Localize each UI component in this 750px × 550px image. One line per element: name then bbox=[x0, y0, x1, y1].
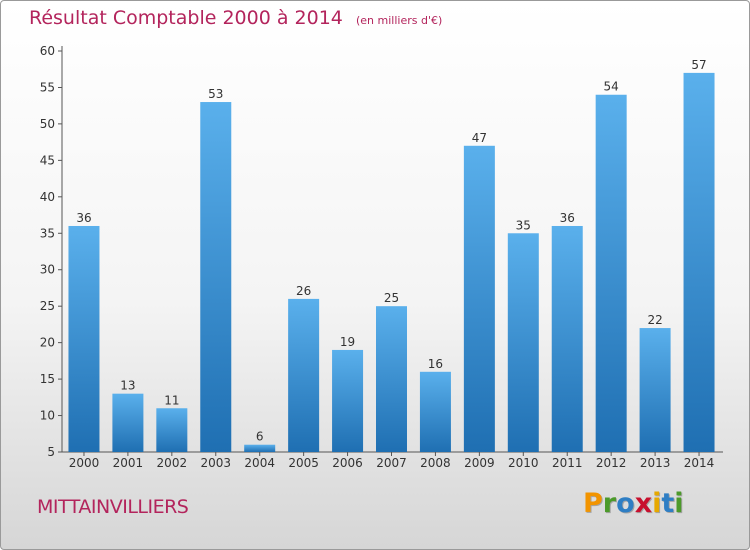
data-label: 35 bbox=[516, 218, 531, 232]
bar bbox=[463, 145, 495, 453]
data-label: 57 bbox=[691, 58, 706, 72]
chart-title-text: Résultat Comptable 2000 à 2014 bbox=[29, 7, 343, 29]
x-tick-label: 2013 bbox=[640, 456, 671, 470]
x-tick-label: 2002 bbox=[157, 456, 188, 470]
y-tick-label: 50 bbox=[40, 117, 55, 131]
data-label: 16 bbox=[428, 357, 443, 371]
data-label: 36 bbox=[560, 211, 575, 225]
bar bbox=[112, 393, 144, 452]
logo-letter: r bbox=[602, 488, 617, 519]
logo-letter: o bbox=[616, 488, 635, 519]
y-tick-label: 40 bbox=[40, 190, 55, 204]
bar bbox=[332, 349, 364, 452]
data-label: 26 bbox=[296, 284, 311, 298]
data-label: 36 bbox=[76, 211, 91, 225]
data-label: 19 bbox=[340, 335, 355, 349]
bar bbox=[156, 408, 188, 452]
y-tick-label: 5 bbox=[47, 445, 55, 459]
logo-letter: i bbox=[674, 488, 684, 519]
chart-unit-label: (en milliers d'€) bbox=[355, 14, 443, 27]
data-label: 25 bbox=[384, 291, 399, 305]
y-tick-label: 55 bbox=[40, 80, 55, 94]
commune-name: MITTAINVILLIERS bbox=[37, 496, 189, 518]
data-label: 13 bbox=[120, 379, 135, 393]
y-tick-label: 20 bbox=[40, 336, 55, 350]
x-tick-label: 2001 bbox=[113, 456, 144, 470]
logo-letter: t bbox=[661, 488, 675, 519]
bar bbox=[244, 444, 276, 452]
y-tick-label: 15 bbox=[40, 372, 55, 386]
x-tick-label: 2004 bbox=[244, 456, 275, 470]
chart-title: Résultat Comptable 2000 à 2014 (en milli… bbox=[29, 7, 442, 29]
x-tick-label: 2012 bbox=[596, 456, 627, 470]
bar bbox=[68, 225, 100, 452]
x-tick-label: 2014 bbox=[684, 456, 715, 470]
logo-letter: x bbox=[634, 488, 653, 519]
data-label: 47 bbox=[472, 131, 487, 145]
logo-letter: i bbox=[652, 488, 662, 519]
y-tick-label: 25 bbox=[40, 299, 55, 313]
data-label: 11 bbox=[164, 393, 179, 407]
data-label: 54 bbox=[604, 80, 619, 94]
bar bbox=[376, 306, 407, 452]
x-tick-label: 2003 bbox=[200, 456, 231, 470]
x-tick-label: 2010 bbox=[508, 456, 539, 470]
y-tick-label: 45 bbox=[40, 153, 55, 167]
y-tick-label: 30 bbox=[40, 263, 55, 277]
y-tick-label: 60 bbox=[40, 44, 55, 58]
x-tick-label: 2000 bbox=[69, 456, 100, 470]
bar bbox=[200, 102, 232, 452]
proxiti-logo: Proxiti bbox=[583, 488, 684, 519]
x-tick-label: 2011 bbox=[552, 456, 583, 470]
bar bbox=[683, 72, 715, 452]
logo-letter: P bbox=[583, 488, 603, 519]
bar bbox=[419, 371, 451, 452]
y-tick-label: 10 bbox=[40, 409, 55, 423]
data-label: 53 bbox=[208, 87, 223, 101]
x-tick-label: 2007 bbox=[376, 456, 407, 470]
bar bbox=[507, 233, 539, 452]
y-tick-label: 35 bbox=[40, 226, 55, 240]
bar bbox=[288, 298, 320, 452]
bar bbox=[551, 225, 583, 452]
bar bbox=[639, 328, 671, 452]
x-tick-label: 2009 bbox=[464, 456, 495, 470]
bar bbox=[595, 94, 627, 452]
x-tick-label: 2006 bbox=[332, 456, 363, 470]
x-tick-label: 2005 bbox=[288, 456, 319, 470]
data-label: 22 bbox=[647, 313, 662, 327]
x-tick-label: 2008 bbox=[420, 456, 451, 470]
data-label: 6 bbox=[256, 430, 264, 444]
